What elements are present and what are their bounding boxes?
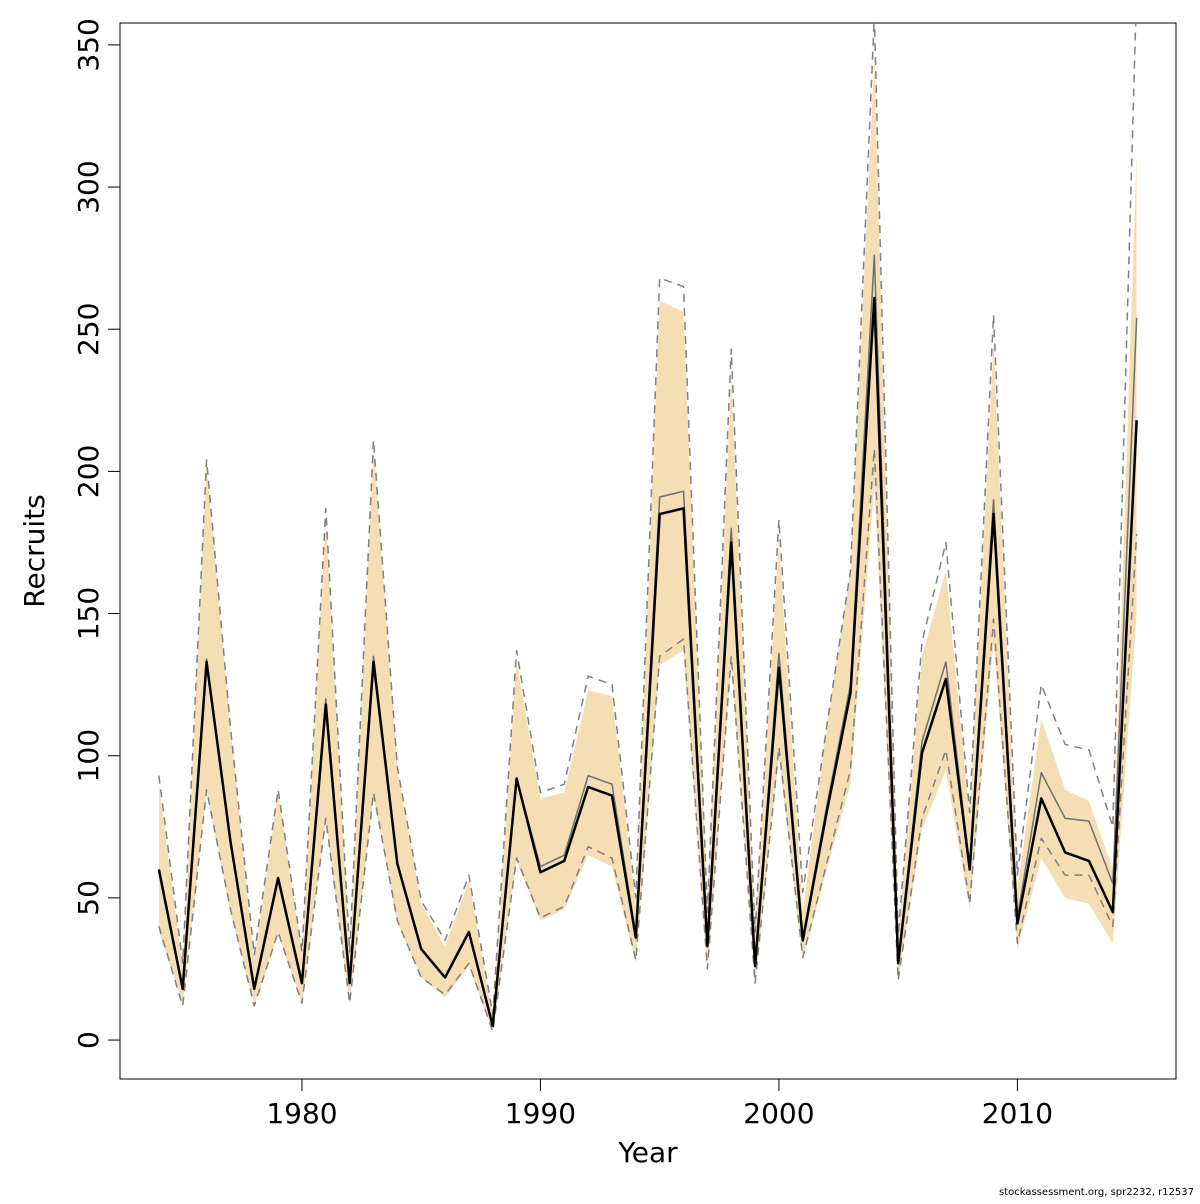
footnote: stockassessment.org, spr2232, r12537 <box>999 1187 1194 1198</box>
plot-area <box>157 23 1138 1033</box>
y-tick-label: 100 <box>72 729 105 782</box>
y-tick-label: 300 <box>72 160 105 213</box>
y-tick-label: 150 <box>72 587 105 640</box>
y-tick-label: 50 <box>72 880 105 916</box>
x-axis-label: Year <box>617 1136 678 1169</box>
bound-line <box>158 447 1138 1033</box>
bound-line <box>158 23 1137 1016</box>
y-tick-label: 250 <box>72 302 105 355</box>
x-tick-label: 2010 <box>982 1097 1053 1130</box>
y-tick-label: 0 <box>72 1031 105 1049</box>
y-tick-label: 350 <box>72 18 105 71</box>
x-tick-label: 1990 <box>505 1097 576 1130</box>
x-tick-label: 2000 <box>743 1097 814 1130</box>
y-axis-label: Recruits <box>18 494 51 607</box>
y-tick-label: 200 <box>72 445 105 498</box>
estimate-line <box>157 296 1138 1028</box>
x-tick-label: 1980 <box>266 1097 337 1130</box>
